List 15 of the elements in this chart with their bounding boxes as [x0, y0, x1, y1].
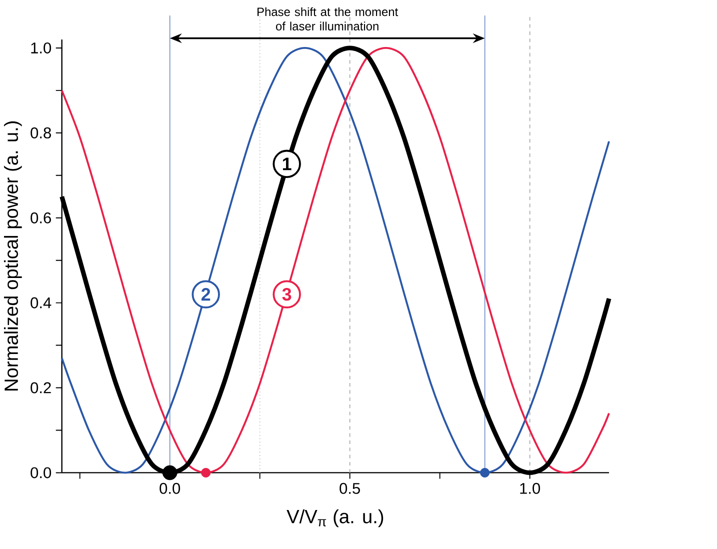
x-tick-label: 0.5 [340, 482, 360, 494]
x-axis-title: V/V$_{π}$ (a. u.) [286, 509, 384, 528]
y-tick-label: 0.0 [30, 467, 52, 478]
y-tick-label: 0.2 [30, 382, 51, 394]
x-tick-label: 0.0 [160, 482, 180, 494]
text: Phase shift at the moment of laser illumination [258, 7, 398, 30]
legend-label: 2 [201, 288, 210, 301]
legend-label: 3 [282, 288, 292, 301]
y-tick-label: 0.6 [30, 212, 51, 224]
y-axis-title: Normalized optical power (a. u.) [4, 121, 22, 390]
x-tick-label: 1.0 [520, 482, 540, 494]
y-tick-label: 0.8 [30, 127, 51, 138]
legend-label: 1 [282, 158, 292, 170]
y-tick-label: 1.0 [31, 42, 52, 54]
y-tick-label: 0.4 [30, 297, 52, 308]
